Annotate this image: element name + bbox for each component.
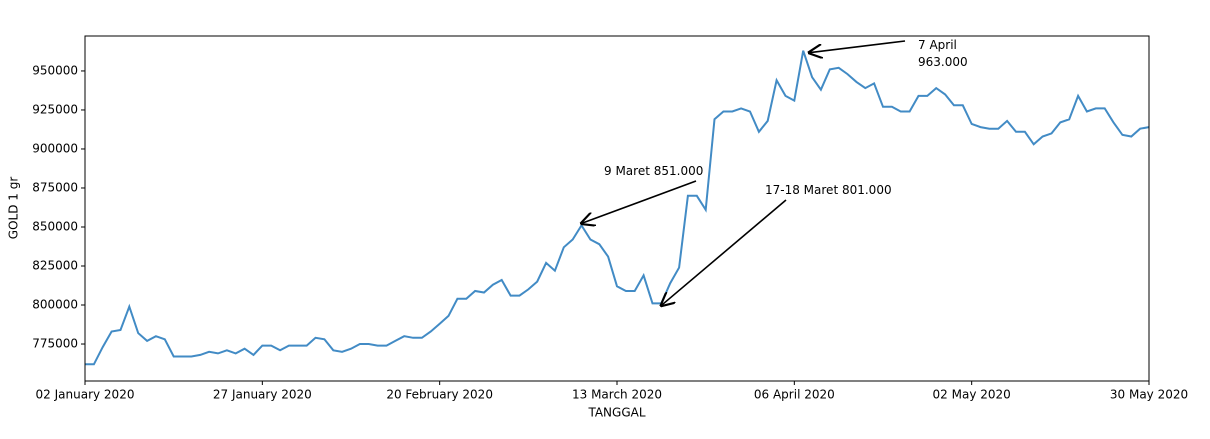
y-tick-label: 925000 [32, 102, 78, 116]
annotation-line: 9 Maret 851.000 [604, 164, 703, 178]
x-tick-label: 06 April 2020 [754, 388, 835, 402]
x-tick-label: 20 February 2020 [386, 388, 493, 402]
y-tick-label: 800000 [32, 298, 78, 312]
x-tick-label: 13 March 2020 [572, 388, 662, 402]
annotation: 7 April 963.000 [918, 38, 968, 69]
x-tick-label: 02 May 2020 [933, 388, 1011, 402]
y-tick-label: 875000 [32, 180, 78, 194]
annotation-line: 7 April [918, 38, 957, 52]
annotation: 17-18 Maret 801.000 [765, 183, 892, 197]
x-tick-label: 02 January 2020 [36, 388, 135, 402]
y-axis-label: GOLD 1 gr [7, 177, 21, 240]
y-tick-label: 850000 [32, 219, 78, 233]
y-tick-label: 950000 [32, 63, 78, 77]
plot-frame [84, 35, 1150, 382]
x-tick-label: 30 May 2020 [1110, 388, 1188, 402]
line-series [85, 50, 1150, 366]
annotation-arrow [582, 180, 697, 223]
annotation-line: 17-18 Maret 801.000 [765, 183, 892, 197]
annotation: 9 Maret 851.000 [604, 164, 703, 178]
y-tick-label: 825000 [32, 259, 78, 273]
annotation-arrow [661, 199, 787, 305]
annotation-arrow [809, 40, 906, 53]
x-tick-label: 27 January 2020 [213, 388, 312, 402]
x-axis-label: TANGGAL [587, 406, 645, 420]
annotation-line: 963.000 [918, 55, 968, 69]
y-tick-label: 775000 [32, 337, 78, 351]
y-tick-label: 900000 [32, 141, 78, 155]
